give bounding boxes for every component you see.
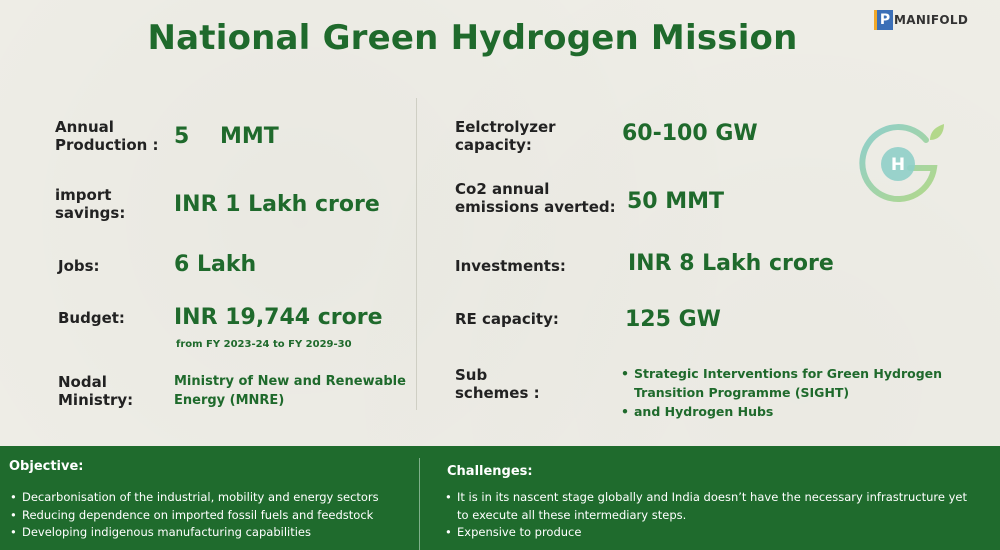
column-divider [416,98,417,410]
sub-schemes-label: Sub schemes : [455,366,540,402]
co2-label: Co2 annual emissions averted: [455,180,616,216]
nodal-ministry-label: Nodal Ministry: [58,373,134,409]
re-capacity-label: RE capacity: [455,310,559,328]
page-title: National Green Hydrogen Mission [147,18,798,58]
sub-schemes-list: Strategic Interventions for Green Hydrog… [620,364,960,421]
green-hydrogen-icon: H [859,124,944,202]
import-savings-label: import savings: [55,186,126,222]
objective-item: Developing indigenous manufacturing capa… [6,524,411,542]
re-capacity-value: 125 GW [625,307,721,332]
budget-value: INR 19,744 crore [174,305,383,330]
annual-production-value: 5 MMT [174,124,279,149]
sub-scheme-item: and Hydrogen Hubs [620,402,960,421]
logo-text: MANIFOLD [894,13,969,27]
annual-production-label: Annual Production : [55,118,159,154]
budget-note: from FY 2023-24 to FY 2029-30 [176,339,352,350]
objective-heading: Objective: [9,459,84,474]
objective-item: Decarbonisation of the industrial, mobil… [6,489,411,507]
investments-label: Investments: [455,257,566,275]
objective-list: Decarbonisation of the industrial, mobil… [6,489,411,542]
electrolyzer-label: Eelctrolyzer capacity: [455,118,556,154]
bottom-band: Objective: Decarbonisation of the indust… [0,446,1000,550]
import-savings-value: INR 1 Lakh crore [174,192,380,217]
budget-label: Budget: [58,309,125,327]
co2-value: 50 MMT [627,189,725,214]
investments-value: INR 8 Lakh crore [628,251,834,276]
jobs-label: Jobs: [58,257,100,275]
challenge-item: It is in its nascent stage globally and … [441,489,976,524]
challenges-list: It is in its nascent stage globally and … [441,489,976,542]
bottom-divider [419,458,420,550]
electrolyzer-value: 60-100 GW [622,121,758,146]
manifold-logo: P MANIFOLD [874,10,968,30]
logo-mark-icon: P [874,10,893,30]
challenge-item: Expensive to produce [441,524,976,542]
jobs-value: 6 Lakh [174,252,257,277]
sub-scheme-item: Strategic Interventions for Green Hydrog… [620,364,960,402]
challenges-heading: Challenges: [447,464,533,479]
objective-item: Reducing dependence on imported fossil f… [6,507,411,525]
nodal-ministry-value: Ministry of New and Renewable Energy (MN… [174,374,406,408]
icon-letter: H [891,155,905,175]
